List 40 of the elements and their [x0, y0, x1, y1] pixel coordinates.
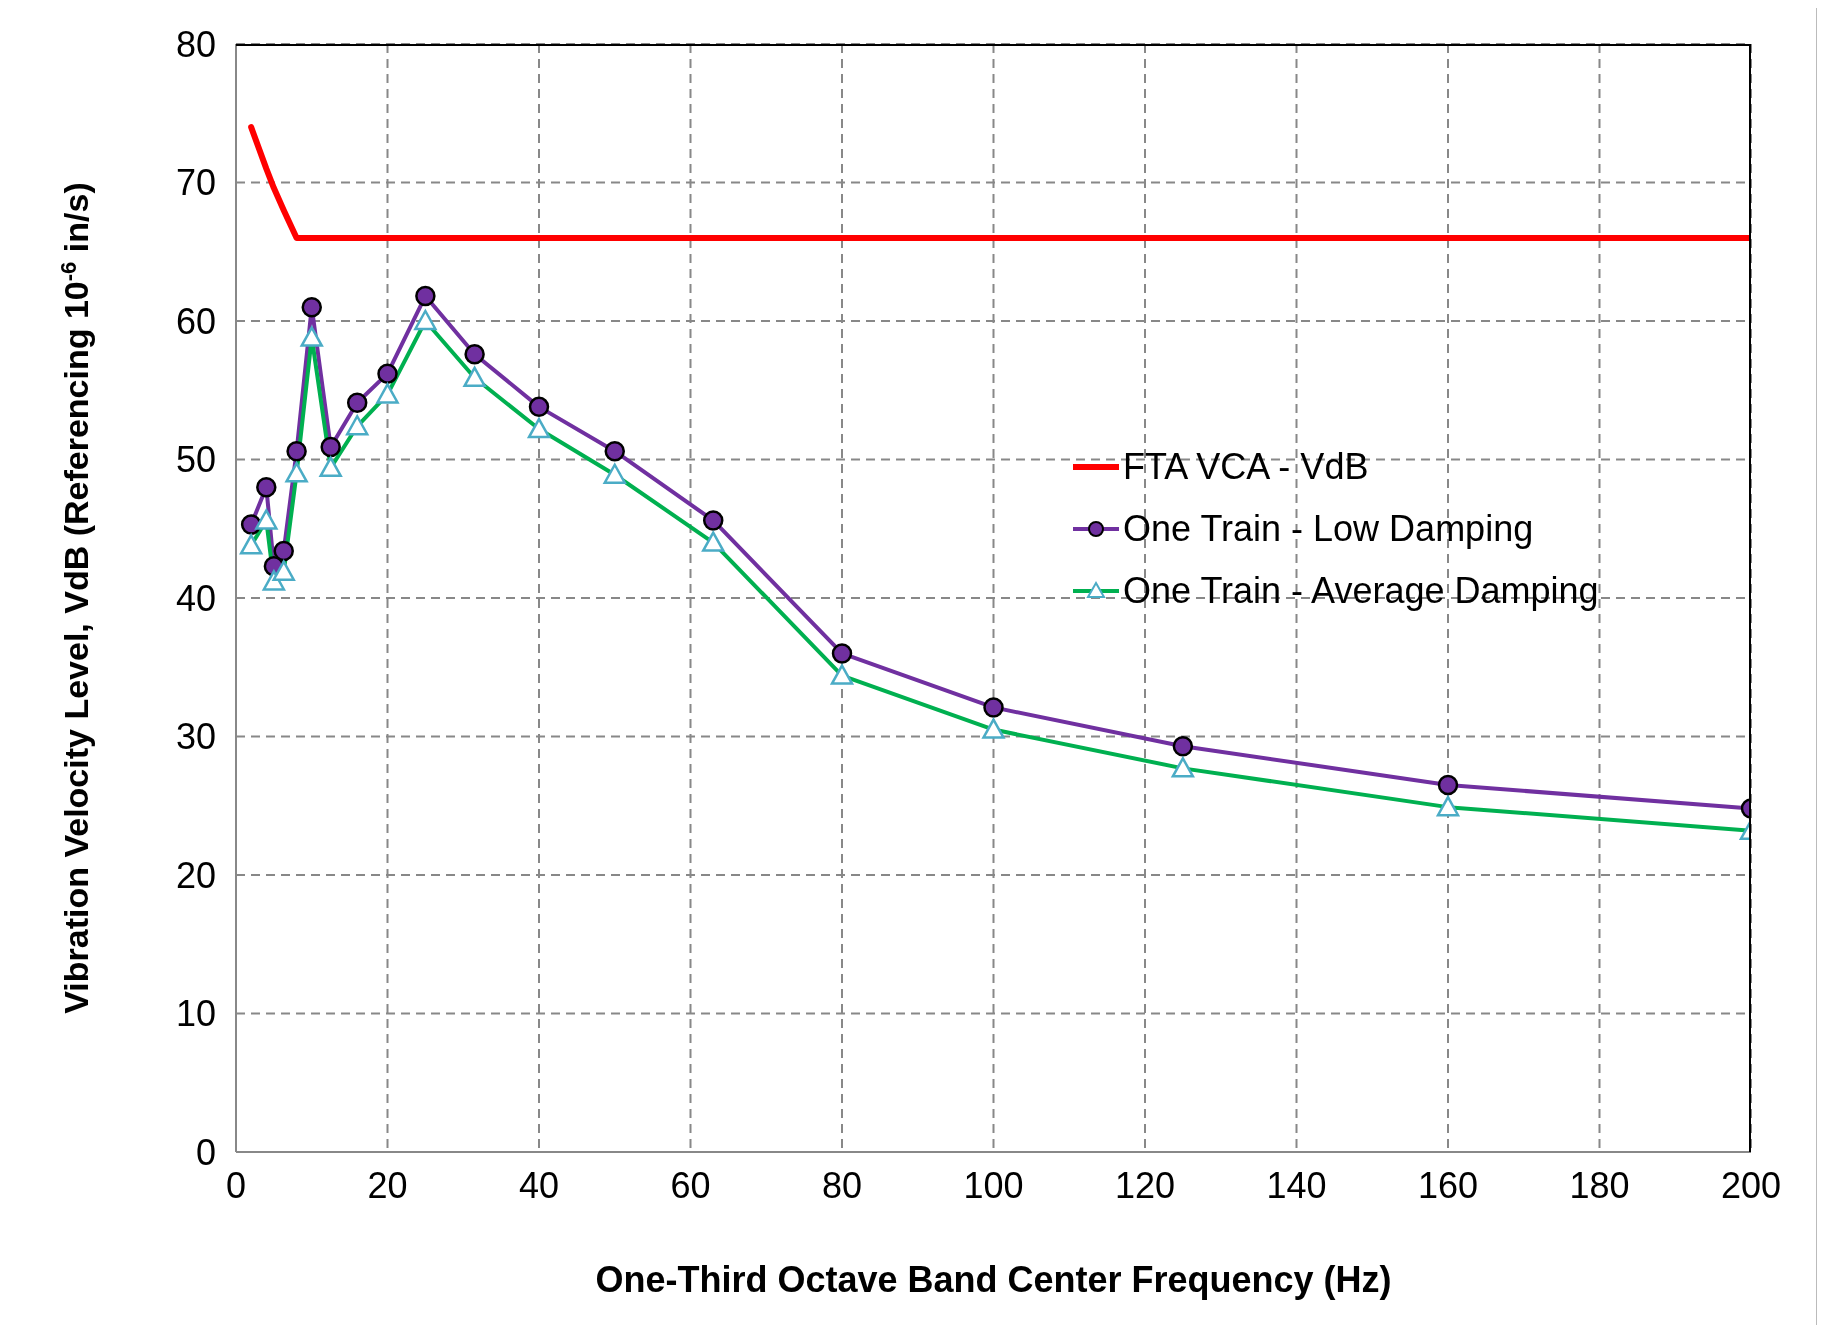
- point: [415, 285, 436, 307]
- y-tick-label: 10: [175, 993, 216, 1035]
- y-tick-label: 60: [175, 300, 216, 342]
- y-tick-label: 40: [175, 577, 216, 619]
- point: [377, 363, 398, 384]
- point: [983, 697, 1004, 718]
- legend-label: One Train - Average Damping: [1123, 570, 1599, 612]
- x-tick-label: 60: [670, 1164, 711, 1206]
- y-tick-label: 50: [175, 439, 216, 481]
- x-tick-label: 200: [1720, 1164, 1782, 1206]
- x-tick-label: 20: [367, 1164, 408, 1206]
- point: [273, 540, 294, 562]
- point: [702, 510, 724, 531]
- point: [1172, 735, 1194, 757]
- y-tick-label: 20: [175, 854, 216, 896]
- point: [320, 436, 341, 458]
- x-tick-label: 120: [1114, 1164, 1176, 1206]
- legend-label: One Train - Low Damping: [1123, 508, 1534, 550]
- x-axis-title: One-Third Octave Band Center Frequency (Hz): [595, 1259, 1392, 1300]
- x-tick-label: 160: [1417, 1164, 1479, 1206]
- point: [831, 643, 853, 664]
- point: [346, 392, 368, 413]
- x-tick-label: 40: [518, 1164, 560, 1206]
- y-tick-label: 70: [175, 162, 216, 204]
- x-tick-label: 180: [1569, 1164, 1630, 1206]
- x-tick-label: 100: [963, 1164, 1024, 1206]
- point: [1437, 774, 1459, 796]
- point: [286, 440, 307, 462]
- y-tick-label: 0: [195, 1131, 216, 1173]
- x-tick-label: 80: [821, 1164, 863, 1206]
- y-tick-label: 80: [175, 23, 216, 65]
- point: [301, 296, 322, 318]
- point: [256, 476, 277, 498]
- x-tick-label: 0: [225, 1164, 247, 1206]
- point: [464, 343, 485, 365]
- point: [528, 396, 550, 418]
- legend-label: FTA VCA - VdB: [1123, 446, 1369, 488]
- x-tick-label: 140: [1266, 1164, 1327, 1206]
- y-tick-label: 30: [175, 716, 216, 758]
- point: [604, 440, 625, 462]
